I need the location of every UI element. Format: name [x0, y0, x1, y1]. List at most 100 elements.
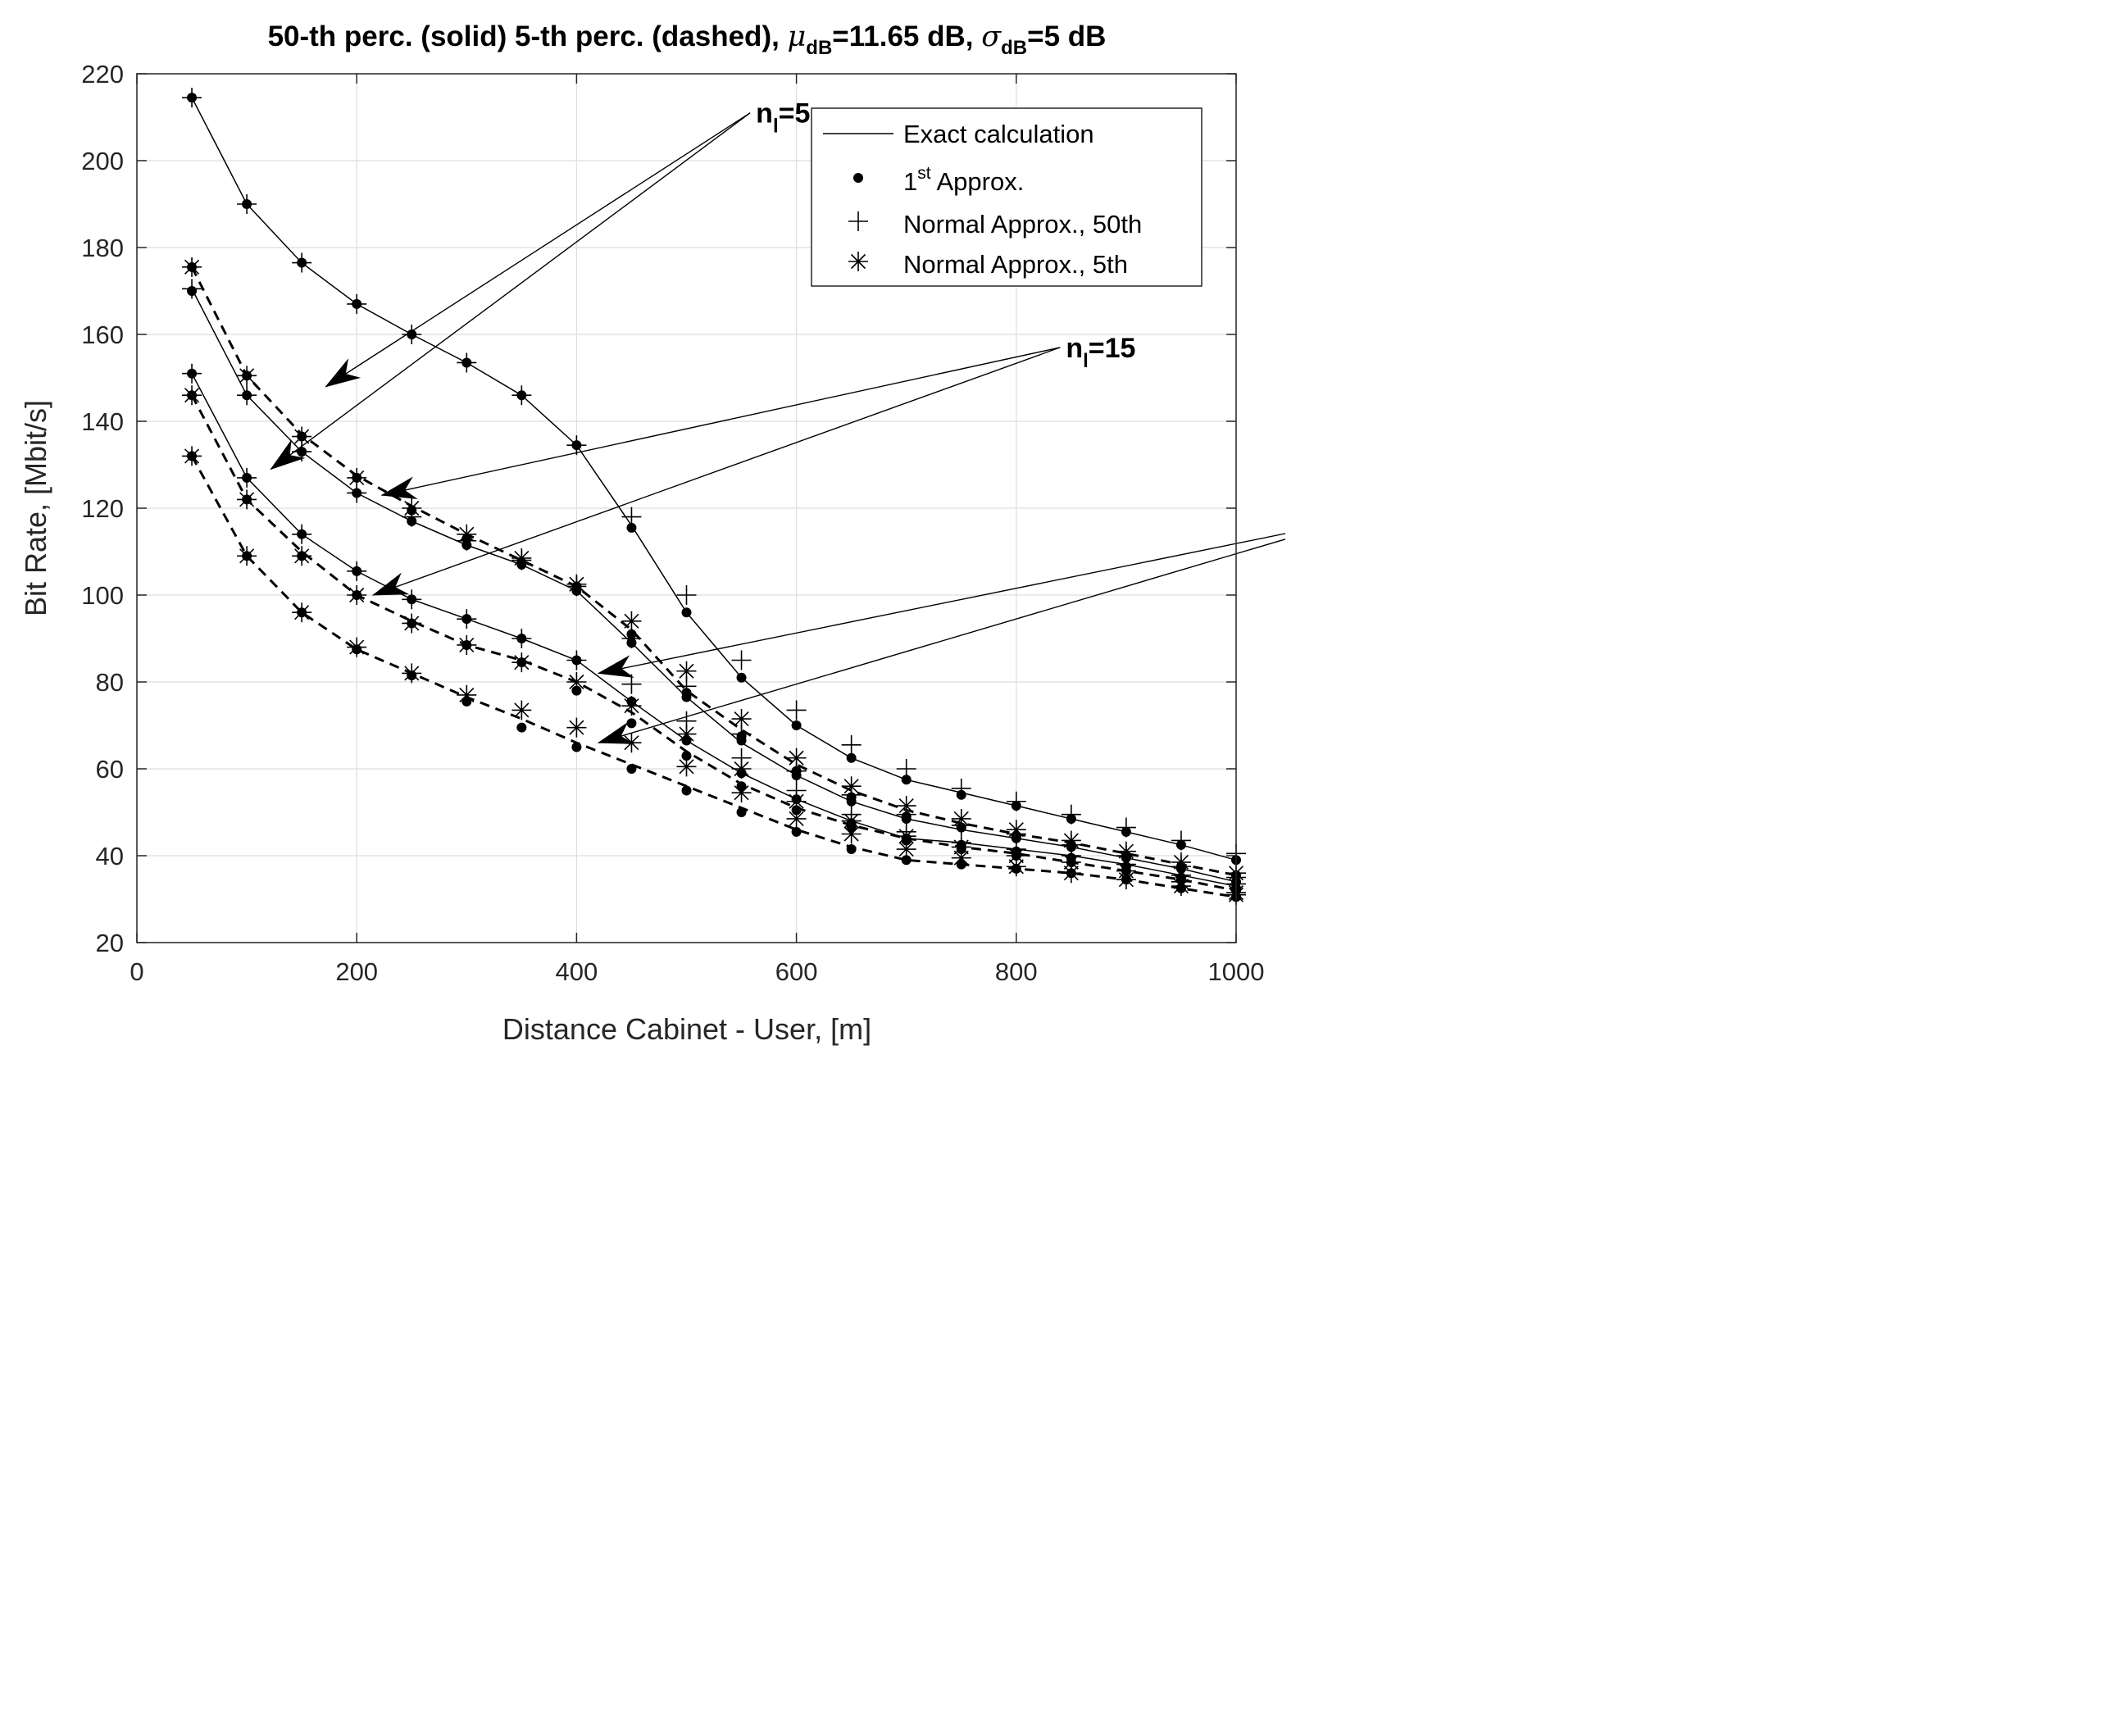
y-tick-label: 120 — [81, 494, 124, 523]
first-approx-point — [297, 431, 307, 442]
annotation-arrow-line — [381, 347, 1061, 496]
annotation-arrow-head — [380, 476, 418, 499]
first-approx-point — [1011, 801, 1021, 811]
normal-approx-50th-point — [621, 674, 642, 694]
first-approx-point — [187, 261, 198, 272]
first-approx-point — [901, 833, 912, 843]
first-approx-point — [516, 634, 527, 643]
first-approx-point — [626, 764, 637, 774]
first-approx-point — [681, 692, 692, 702]
y-tick-label: 100 — [81, 581, 124, 610]
x-tick-label: 200 — [335, 957, 378, 986]
normal-approx-5th-point — [511, 700, 532, 720]
first-approx-point — [461, 696, 472, 707]
first-approx-point — [352, 644, 362, 655]
first-approx-point — [736, 735, 747, 746]
annotation-arrow-head — [597, 655, 634, 678]
first-approx-point — [846, 844, 857, 855]
first-approx-point — [297, 447, 307, 457]
first-approx-point — [407, 594, 417, 605]
first-approx-point — [791, 720, 802, 730]
chart-title: 50-th perc. (solid) 5-th perc. (dashed),… — [268, 20, 1107, 59]
normal-approx-5th-point — [731, 709, 752, 729]
legend-label: 1st Approx. — [903, 164, 1024, 196]
normal-approx-5th-point — [676, 724, 697, 744]
first-approx-point — [407, 618, 417, 629]
normal-approx-5th-point — [786, 748, 807, 768]
first-approx-point — [407, 329, 417, 339]
y-tick-label: 200 — [81, 147, 124, 175]
normal-approx-5th-point — [676, 661, 697, 681]
first-approx-point — [242, 199, 252, 209]
first-approx-point — [461, 357, 472, 368]
legend-dot-swatch — [853, 173, 863, 183]
first-approx-point — [901, 855, 912, 866]
first-approx-point — [791, 770, 802, 780]
normal-approx-5th-point — [951, 848, 971, 868]
first-approx-point — [461, 639, 472, 650]
first-approx-point — [736, 807, 747, 817]
annotation-label: nl=15 — [1066, 333, 1135, 372]
x-tick-label: 1000 — [1208, 957, 1265, 986]
first-approx-point — [571, 685, 582, 696]
title-sigma-sub: dB — [1001, 37, 1027, 59]
normal-approx-5th-point — [457, 684, 477, 705]
normal-approx-5th-point — [786, 808, 807, 829]
legend-star-swatch — [848, 252, 868, 271]
first-approx-point — [352, 472, 362, 483]
first-approx-point — [1175, 883, 1186, 893]
first-approx-point — [187, 390, 198, 401]
first-approx-point — [516, 657, 527, 668]
normal-approx-50th-point — [676, 711, 697, 731]
title-sigma: σ — [981, 20, 1002, 53]
annotation-arrow-line — [598, 533, 1285, 675]
first-approx-point — [297, 551, 307, 561]
y-tick-label: 140 — [81, 407, 124, 436]
series-line — [190, 455, 1237, 898]
y-axis-label: Bit Rate, [Mbit/s] — [19, 400, 52, 616]
first-approx-point — [571, 440, 582, 451]
first-approx-point — [681, 751, 692, 761]
first-approx-point — [571, 655, 582, 666]
series-line — [191, 289, 1237, 883]
title-mu-value: =11.65 dB, — [832, 20, 981, 52]
first-approx-point — [626, 696, 637, 707]
first-approx-point — [187, 368, 198, 379]
annotations: nl=5nl=15nl=25 — [270, 98, 1285, 744]
first-approx-point — [626, 638, 637, 648]
annotation-arrow-line — [373, 347, 1061, 596]
series-line — [190, 266, 1237, 877]
series-0 — [182, 88, 1246, 866]
legend-label: Normal Approx., 50th — [903, 210, 1142, 239]
first-approx-point — [571, 742, 582, 752]
annotation-arrow-line — [598, 539, 1285, 743]
y-tick-label: 20 — [96, 929, 124, 957]
first-approx-point — [407, 670, 417, 681]
first-approx-point — [297, 529, 307, 539]
first-approx-point — [516, 559, 527, 570]
first-approx-point — [846, 818, 857, 829]
first-approx-point — [461, 540, 472, 551]
title-mu: μ — [788, 20, 807, 53]
annotation-label: nl=5 — [756, 98, 810, 138]
first-approx-point — [956, 859, 966, 870]
first-approx-point — [791, 826, 802, 837]
first-approx-point — [516, 722, 527, 733]
first-approx-point — [846, 752, 857, 763]
first-approx-point — [1121, 861, 1131, 872]
first-approx-point — [1121, 875, 1131, 885]
chart: 50-th perc. (solid) 5-th perc. (dashed),… — [0, 0, 1285, 1060]
title-sigma-value: =5 dB — [1027, 20, 1106, 52]
first-approx-point — [352, 488, 362, 498]
first-approx-point — [187, 286, 198, 296]
normal-approx-50th-point — [731, 650, 752, 670]
first-approx-point — [297, 257, 307, 268]
first-approx-point — [297, 607, 307, 618]
series-4 — [182, 363, 1246, 894]
first-approx-point — [681, 607, 692, 618]
first-approx-point — [242, 390, 252, 401]
normal-approx-50th-point — [841, 734, 862, 755]
series-line — [190, 394, 1237, 892]
first-approx-point — [1175, 839, 1186, 850]
series-group — [182, 88, 1246, 905]
